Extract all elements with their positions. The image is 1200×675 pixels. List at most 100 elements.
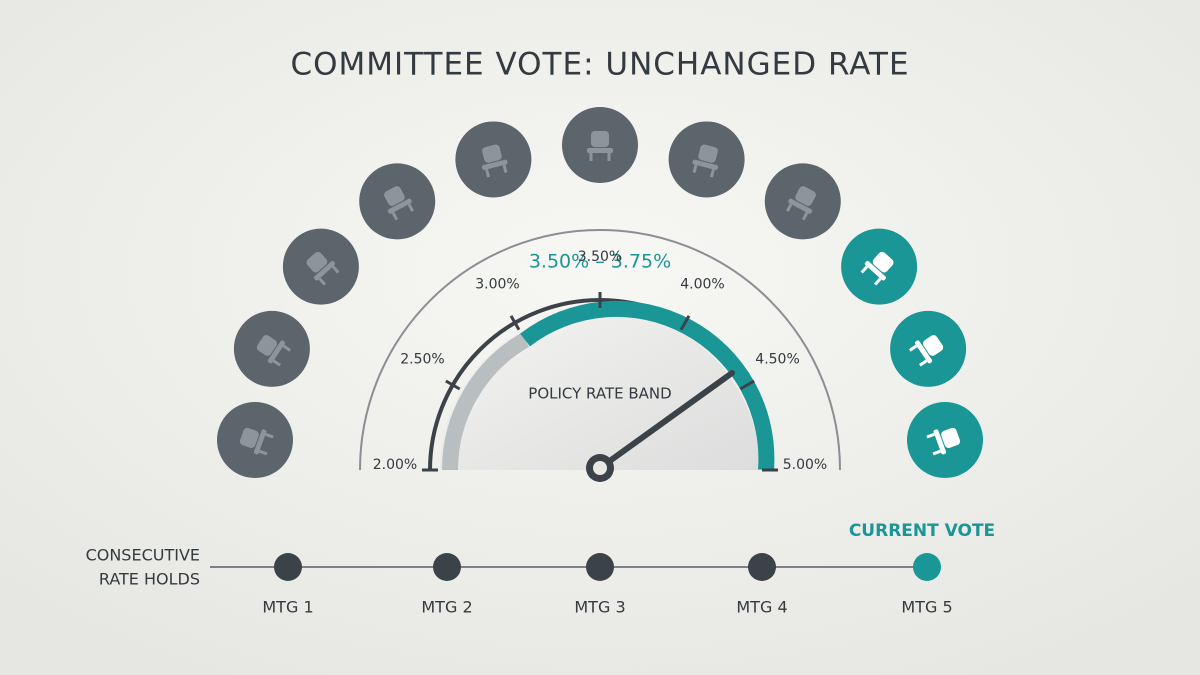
chair-icon [926,427,961,456]
chair-seat [914,340,933,364]
chair-seat [253,429,267,455]
chair-seat [587,148,613,153]
seat [359,163,436,240]
chair-back [306,251,328,273]
meeting-label: MTG 5 [901,598,952,617]
tick-mark [679,315,691,331]
chair-seat [933,429,947,455]
band-label: 3.50% – 3.75% [529,251,671,273]
seat [890,310,967,387]
chair-icon [306,251,340,286]
meeting-label: MTG 4 [736,598,787,617]
chair-leg [710,169,715,178]
tick-label: 4.00% [680,276,724,292]
meeting-dot [913,553,941,581]
chair-icon [786,186,816,221]
chair-leg [860,265,869,274]
seat [764,163,841,240]
chair-leg [391,211,399,221]
seats [217,107,983,478]
chair-icon [587,131,613,161]
chair-seat [692,159,719,170]
tick-mark [739,379,755,391]
chair-seat [481,159,508,170]
chair-back [698,144,718,163]
chair-leg [331,265,340,274]
chair-icon [239,427,274,456]
timeline-label: CONSECUTIVE [86,546,200,565]
chair-leg [485,169,490,178]
tick-mark [509,315,521,331]
chair-back [872,251,894,273]
needle [597,370,735,471]
chair-leg [407,203,414,212]
tick-label: 3.00% [475,276,519,292]
meeting-dot [274,553,302,581]
tick-label: 2.00% [373,457,417,473]
chair-leg [908,344,918,352]
title: COMMITTEE VOTE: UNCHANGED RATE [290,47,909,83]
chair-leg [282,344,292,352]
chair-leg [932,449,942,456]
chair-back [239,427,259,449]
chair-leg [258,449,268,456]
chair-back [922,335,944,356]
chair-icon [384,186,414,221]
chair-back [591,131,609,147]
seat [668,121,745,198]
chair-icon [481,144,508,178]
chair-leg [873,277,882,286]
seat [841,228,918,305]
seat [907,402,983,478]
tick-label: 3.50% [578,249,622,265]
meeting-dot [433,553,461,581]
chair-icon [256,335,292,367]
chair-icon [692,144,719,178]
meeting-dot [586,553,614,581]
meeting-label: MTG 3 [574,598,625,617]
chair-leg [926,432,935,439]
seat [282,228,359,305]
chair-leg [692,164,698,174]
chair-back [795,186,816,206]
chair-seat [788,198,813,214]
chair-icon [860,251,894,286]
chair-leg [786,203,793,212]
timeline: CONSECUTIVE RATE HOLDS CURRENT VOTE MTG … [86,521,996,617]
tick-label: 4.50% [755,352,799,368]
chair-back [384,186,405,206]
meeting-label: MTG 1 [262,598,313,617]
meeting-label: MTG 2 [421,598,472,617]
chair-leg [265,432,274,439]
tick-label: 5.00% [783,457,827,473]
tick-label: 2.50% [400,352,444,368]
current-label: CURRENT VOTE [849,521,995,541]
meeting-dot [748,553,776,581]
chair-back [256,335,278,356]
chair-back [482,144,502,163]
chair-seat [864,260,886,281]
chair-icon [908,335,944,367]
chair-back [941,427,961,449]
chair-leg [801,211,809,221]
seat [233,310,310,387]
seat [217,402,293,478]
seat [562,107,638,183]
gauge-caption: POLICY RATE BAND [528,385,671,403]
chair-seat [387,198,412,214]
band-teal [520,300,775,471]
chair-leg [318,277,327,286]
chair-seat [267,340,286,364]
chair-leg [272,359,281,367]
needle-hub-center [593,461,607,475]
outer-arc [359,229,841,471]
chair-leg [919,359,928,367]
chair-leg [502,164,508,174]
gauge: 3.50% – 3.75% POLICY RATE BAND 2.00% 2.50… [359,229,841,482]
tick-mark [445,379,461,391]
seat [455,121,532,198]
chair-seat [314,260,336,281]
timeline-label: RATE HOLDS [99,570,200,589]
band-gray [441,333,530,471]
